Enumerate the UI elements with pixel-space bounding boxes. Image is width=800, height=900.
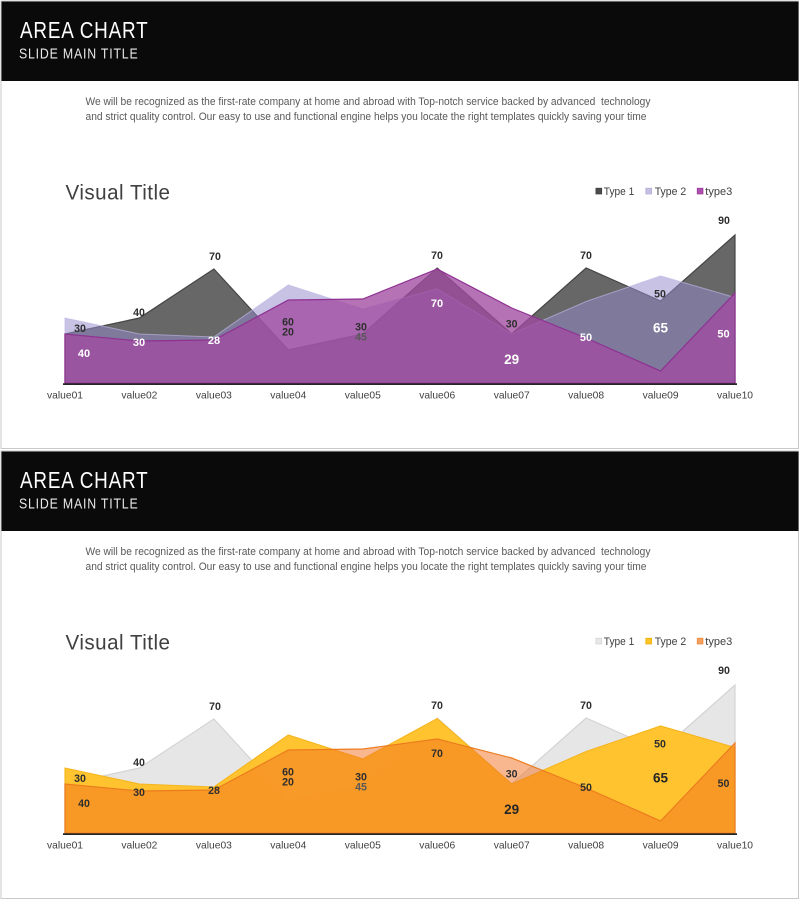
svg-text:value04: value04: [270, 840, 306, 852]
svg-text:65: 65: [653, 321, 669, 336]
svg-text:70: 70: [431, 250, 443, 262]
svg-text:value05: value05: [345, 840, 381, 852]
svg-text:value10: value10: [717, 840, 753, 852]
svg-text:Type 1: Type 1: [604, 636, 635, 648]
svg-text:value01: value01: [47, 840, 83, 852]
svg-text:40: 40: [78, 798, 90, 810]
svg-text:and strict quality control. Ou: and strict quality control. Our easy to …: [86, 561, 647, 573]
svg-text:50: 50: [717, 328, 729, 340]
svg-text:value07: value07: [494, 840, 530, 852]
svg-text:40: 40: [78, 348, 90, 360]
svg-text:SLIDE MAIN TITLE: SLIDE MAIN TITLE: [19, 46, 139, 63]
svg-text:value03: value03: [196, 390, 232, 402]
svg-text:value06: value06: [419, 840, 455, 852]
svg-text:value02: value02: [121, 840, 157, 852]
svg-text:SLIDE MAIN TITLE: SLIDE MAIN TITLE: [19, 496, 139, 513]
svg-text:70: 70: [209, 251, 221, 263]
svg-text:Type 1: Type 1: [604, 186, 635, 198]
svg-text:value07: value07: [494, 390, 530, 402]
svg-text:50: 50: [654, 288, 666, 300]
svg-text:70: 70: [580, 250, 592, 262]
svg-text:50: 50: [580, 782, 592, 794]
svg-text:28: 28: [208, 785, 220, 797]
svg-text:value09: value09: [643, 840, 679, 852]
svg-text:value10: value10: [717, 390, 753, 402]
svg-text:value09: value09: [643, 390, 679, 402]
svg-text:value05: value05: [345, 390, 381, 402]
svg-text:value01: value01: [47, 390, 83, 402]
svg-text:70: 70: [431, 700, 443, 712]
svg-text:30: 30: [74, 773, 86, 785]
svg-text:70: 70: [580, 700, 592, 712]
svg-text:30: 30: [506, 768, 518, 780]
svg-text:and strict quality control. Ou: and strict quality control. Our easy to …: [86, 111, 647, 123]
svg-text:type3: type3: [705, 186, 732, 198]
svg-text:20: 20: [282, 327, 294, 339]
svg-text:value08: value08: [568, 840, 604, 852]
svg-text:60: 60: [282, 316, 294, 328]
svg-text:30: 30: [133, 337, 145, 349]
svg-text:50: 50: [718, 778, 730, 790]
svg-text:value06: value06: [419, 390, 455, 402]
svg-text:Type 2: Type 2: [655, 636, 687, 648]
svg-text:28: 28: [208, 335, 220, 347]
svg-text:40: 40: [133, 757, 145, 769]
svg-text:AREA CHART: AREA CHART: [20, 467, 149, 493]
svg-text:90: 90: [718, 665, 730, 677]
svg-text:value03: value03: [196, 840, 232, 852]
svg-text:30: 30: [506, 318, 518, 330]
svg-text:45: 45: [355, 331, 367, 343]
svg-text:30: 30: [355, 772, 367, 784]
svg-text:type3: type3: [705, 636, 732, 648]
svg-text:value04: value04: [270, 390, 306, 402]
svg-text:value08: value08: [568, 390, 604, 402]
svg-text:40: 40: [133, 307, 145, 319]
svg-text:value02: value02: [121, 390, 157, 402]
svg-text:70: 70: [209, 701, 221, 713]
svg-text:30: 30: [74, 323, 86, 335]
svg-text:50: 50: [580, 332, 592, 344]
svg-text:65: 65: [653, 771, 669, 786]
svg-text:We will be recognized as the f: We will be recognized as the first-rate …: [86, 546, 652, 558]
svg-text:30: 30: [133, 787, 145, 799]
svg-text:Visual Title: Visual Title: [66, 631, 171, 655]
svg-text:29: 29: [504, 802, 519, 817]
svg-text:50: 50: [654, 738, 666, 750]
svg-text:Visual Title: Visual Title: [66, 181, 171, 205]
svg-text:30: 30: [355, 322, 367, 334]
svg-text:90: 90: [718, 215, 730, 227]
svg-text:AREA CHART: AREA CHART: [20, 17, 149, 43]
svg-text:Type 2: Type 2: [655, 186, 687, 198]
svg-text:60: 60: [282, 766, 294, 778]
svg-text:We will be recognized as the f: We will be recognized as the first-rate …: [86, 96, 652, 108]
svg-text:45: 45: [355, 781, 367, 793]
svg-text:70: 70: [431, 748, 443, 760]
svg-text:29: 29: [504, 352, 519, 367]
svg-text:20: 20: [282, 777, 294, 789]
svg-text:70: 70: [431, 298, 443, 310]
